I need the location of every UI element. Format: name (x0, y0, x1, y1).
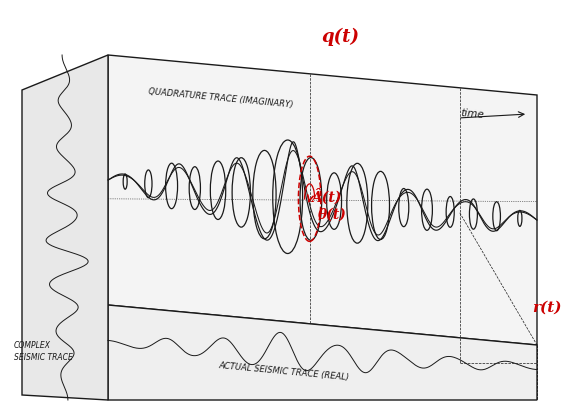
Text: ACTUAL SEISMIC TRACE (REAL): ACTUAL SEISMIC TRACE (REAL) (218, 361, 349, 382)
Text: QUADRATURE TRACE (IMAGINARY): QUADRATURE TRACE (IMAGINARY) (148, 88, 294, 110)
Text: r(t): r(t) (532, 301, 562, 315)
Text: SEISMIC TRACE: SEISMIC TRACE (14, 353, 73, 362)
Polygon shape (22, 55, 108, 400)
Polygon shape (108, 305, 537, 400)
Text: COMPLEX: COMPLEX (14, 341, 51, 350)
Text: θ(t): θ(t) (318, 208, 346, 222)
Text: Â(t): Â(t) (311, 188, 342, 204)
Polygon shape (108, 55, 537, 345)
Text: q(t): q(t) (321, 28, 359, 46)
Text: time: time (460, 108, 484, 120)
